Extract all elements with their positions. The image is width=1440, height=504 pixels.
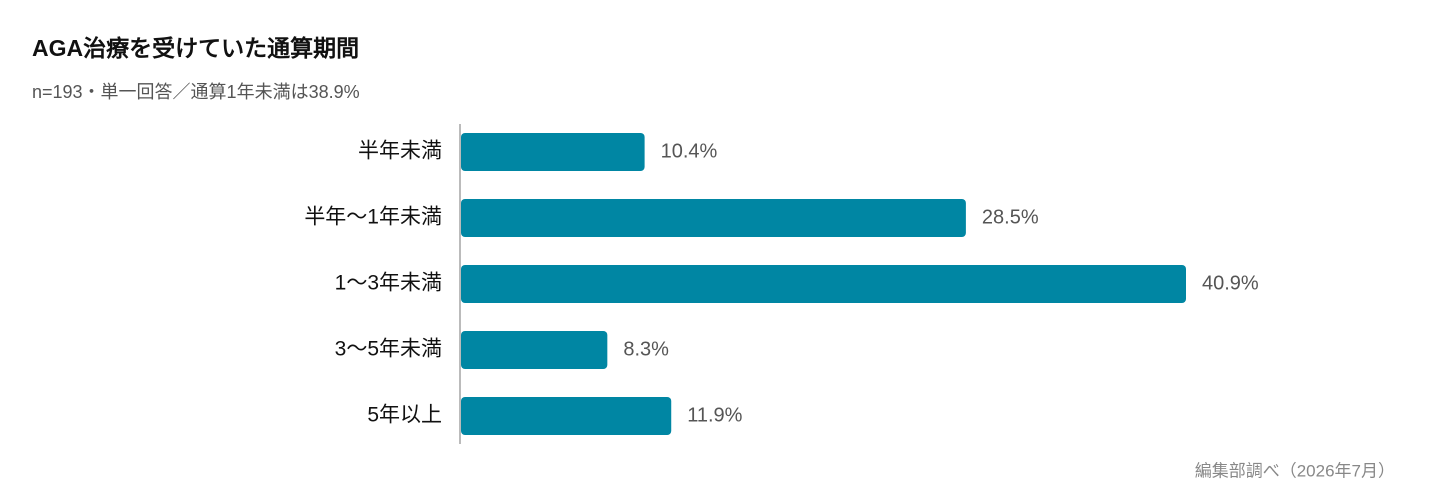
bar [461,133,645,171]
bar [461,397,672,435]
category-label: 半年〜1年未満 [304,206,442,229]
value-label: 11.9% [687,404,742,426]
chart-subtitle: n=193・単一回答／通算1年未満は38.9% [32,82,360,102]
value-label: 40.9% [1202,272,1259,294]
value-label: 28.5% [982,206,1039,228]
bar [461,265,1186,303]
bar [461,199,966,237]
category-label: 半年未満 [358,140,442,163]
source-note: 編集部調べ（2026年7月） [1195,461,1395,480]
category-label: 3〜5年未満 [335,338,442,361]
bar [461,331,608,369]
category-label: 1〜3年未満 [335,272,442,295]
category-label: 5年以上 [367,404,442,427]
value-label: 10.4% [661,140,718,162]
value-label: 8.3% [623,338,669,360]
chart-title: AGA治療を受けていた通算期間 [32,35,359,61]
